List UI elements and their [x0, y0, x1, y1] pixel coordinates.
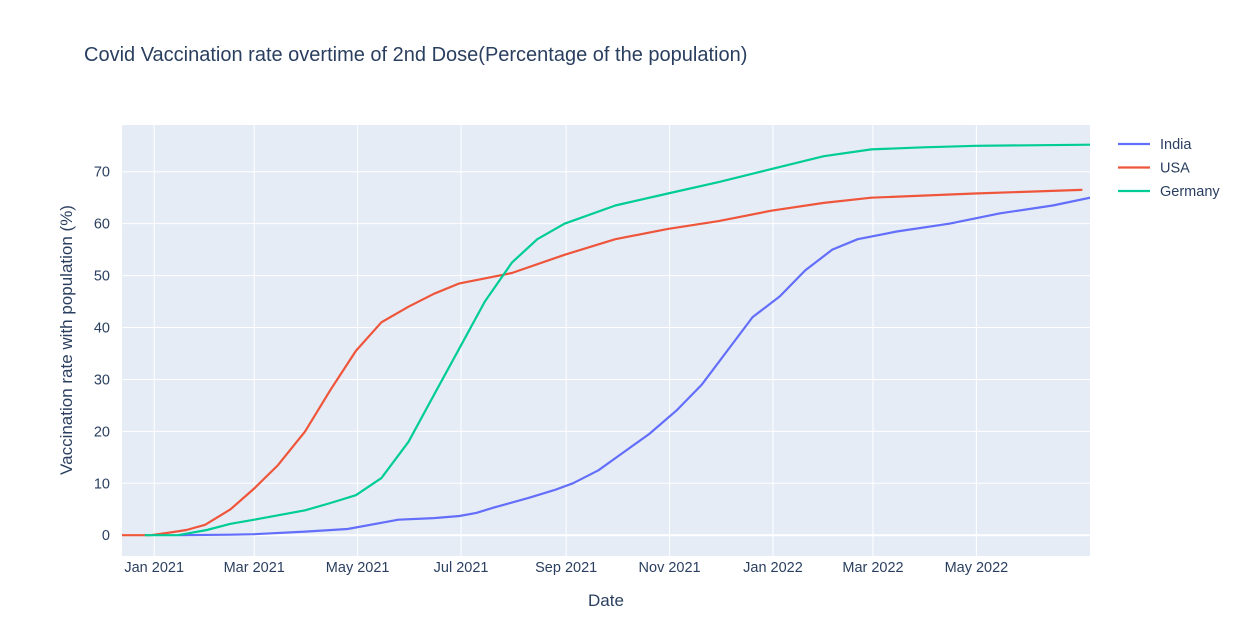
- legend-label: India: [1160, 137, 1192, 153]
- x-tick-label: Jul 2021: [434, 560, 489, 576]
- series-line-usa: [122, 188, 1083, 537]
- y-tick-label: 30: [94, 372, 110, 388]
- x-tick-label: May 2022: [945, 560, 1009, 576]
- x-tick-label: Jan 2021: [124, 560, 184, 576]
- y-tick-label: 20: [94, 424, 110, 440]
- plot-area: [122, 125, 1090, 556]
- y-tick-label: 10: [94, 476, 110, 492]
- y-tick-label: 60: [94, 217, 110, 233]
- x-gridlines: [153, 125, 977, 556]
- x-tick-label: Jan 2022: [743, 560, 803, 576]
- y-tick-labels: 0 10 20 30 40 50 60 70: [94, 165, 110, 544]
- series-line-india: [178, 196, 1090, 537]
- x-tick-label: Mar 2022: [842, 560, 903, 576]
- x-tick-labels: Jan 2021 Mar 2021 May 2021 Jul 2021 Sep 2021…: [124, 560, 1008, 576]
- y-tick-label: 70: [94, 165, 110, 181]
- legend-item-germany[interactable]: Germany: [1118, 184, 1220, 200]
- y-tick-label: 0: [102, 528, 110, 544]
- legend-label: USA: [1160, 161, 1190, 177]
- legend[interactable]: India USA Germany: [1118, 137, 1220, 200]
- y-tick-label: 50: [94, 269, 110, 285]
- x-tick-label: Mar 2021: [224, 560, 285, 576]
- series-line-germany: [144, 143, 1090, 537]
- x-axis-title: Date: [588, 591, 624, 610]
- y-tick-label: 40: [94, 321, 110, 337]
- y-axis-title: Vaccination rate with population (%): [57, 205, 76, 475]
- series-lines: [122, 143, 1090, 537]
- x-tick-label: May 2021: [326, 560, 390, 576]
- y-gridlines: [122, 171, 1090, 484]
- x-tick-label: Sep 2021: [535, 560, 597, 576]
- x-tick-label: Nov 2021: [639, 560, 701, 576]
- chart-title: Covid Vaccination rate overtime of 2nd D…: [84, 44, 747, 66]
- legend-item-india[interactable]: India: [1118, 137, 1192, 153]
- legend-label: Germany: [1160, 184, 1220, 200]
- legend-item-usa[interactable]: USA: [1118, 161, 1190, 177]
